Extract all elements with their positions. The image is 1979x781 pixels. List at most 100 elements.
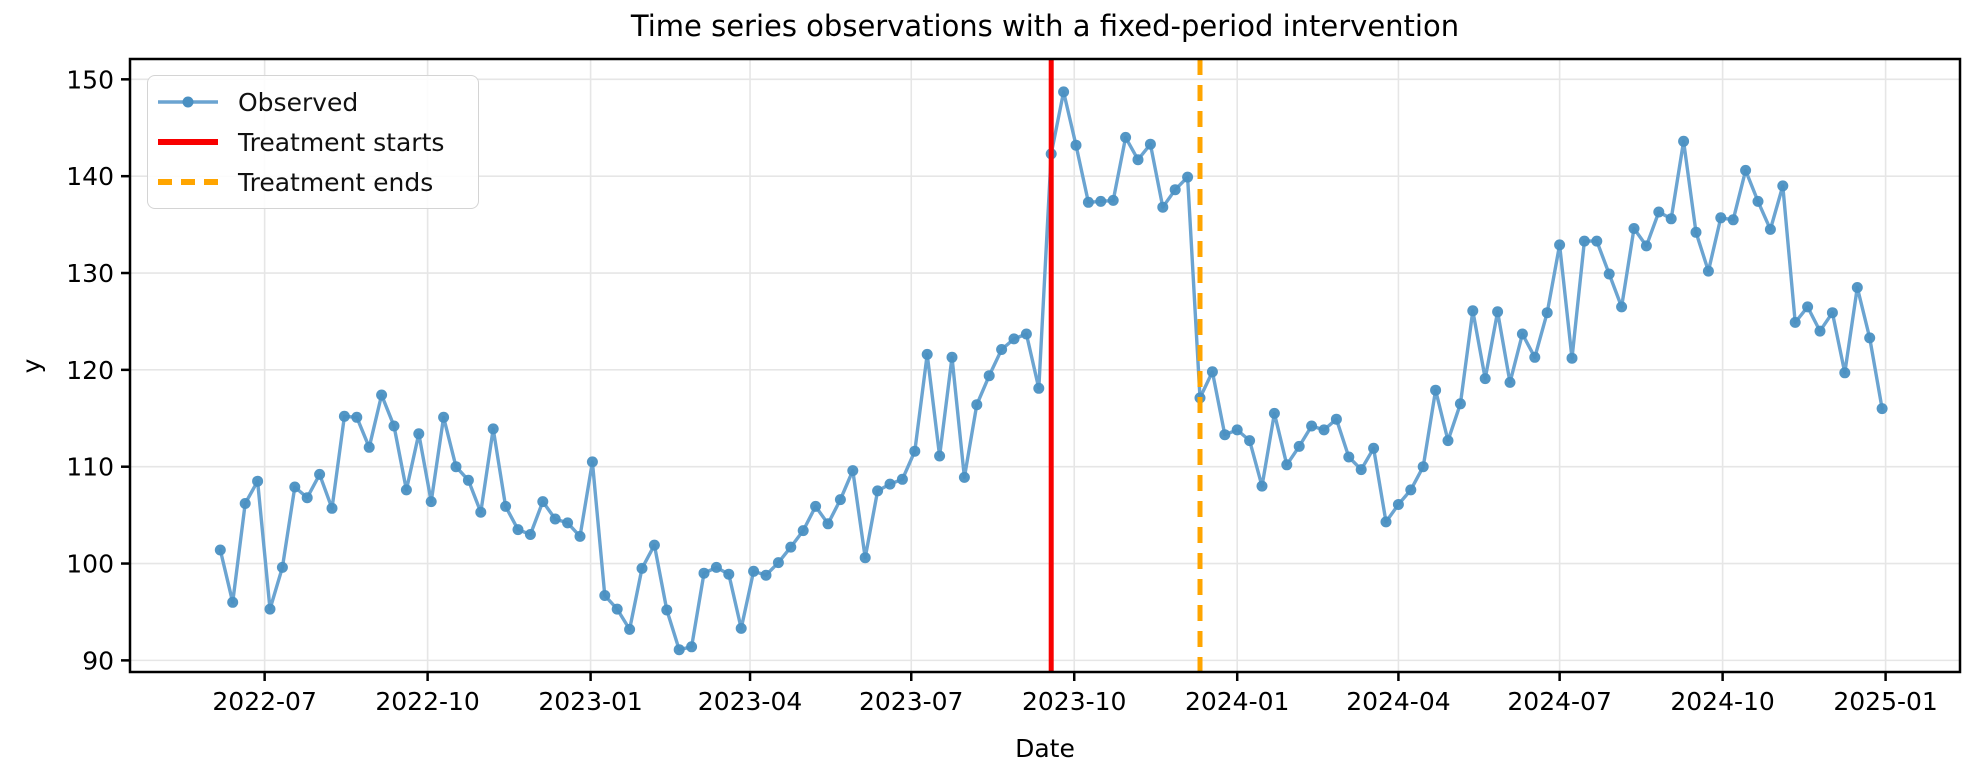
observed-marker [1330,413,1342,425]
legend-item-treatment-ends: Treatment ends [156,163,468,201]
x-tick-label: 2023-01 [538,687,642,716]
observed-marker [710,561,722,573]
observed-marker [301,492,313,504]
observed-marker [810,500,822,512]
axis-ticks: 2022-07 2022-10 2023-01 2023-04 2023-07 2023-… [66,65,1938,716]
observed-marker [673,644,685,656]
observed-marker [1504,376,1516,388]
observed-marker [314,468,326,480]
observed-marker [400,484,412,496]
observed-marker [1516,328,1528,340]
observed-marker [1653,206,1665,218]
observed-marker [1380,516,1392,528]
observed-marker [1206,366,1218,378]
observed-marker [958,471,970,483]
observed-marker [1876,403,1888,415]
x-tick-label: 2022-07 [212,687,316,716]
observed-marker [909,445,921,457]
plot-border [128,57,1962,674]
x-tick-label: 2024-07 [1507,687,1611,716]
legend: Observed Treatment starts Treatment ends [147,75,479,209]
x-tick-label: 2024-01 [1185,687,1289,716]
y-axis-label: y [17,358,46,373]
observed-marker [1231,424,1243,436]
observed-marker [797,525,809,537]
observed-marker [1368,442,1380,454]
observed-marker [574,530,586,542]
observed-marker [1095,195,1107,207]
observed-line-swatch [158,96,218,108]
observed-marker [1107,194,1119,206]
grid-layer [130,59,1960,672]
y-tick-label: 140 [66,162,114,191]
observed-marker [1702,265,1714,277]
observed-marker [785,541,797,553]
observed-marker [1777,180,1789,192]
observed-marker [338,410,350,422]
observed-marker [946,351,958,363]
y-tick-label: 100 [66,550,114,579]
observed-marker [648,539,660,551]
observed-marker [921,348,933,360]
x-tick-label: 2023-04 [698,687,802,716]
observed-marker [1120,131,1132,143]
observed-marker [686,641,698,653]
treatment-starts-line-swatch [158,139,218,145]
observed-marker [1169,184,1181,196]
observed-marker [264,603,276,615]
observed-marker [549,513,561,525]
x-tick-label: 2025-01 [1833,687,1937,716]
observed-marker [772,557,784,569]
observed-marker [1566,352,1578,364]
observed-marker [500,500,512,512]
observed-marker [475,506,487,518]
observed-marker [1529,351,1541,363]
observed-marker [562,517,574,529]
observed-marker [537,496,549,508]
observed-marker [1157,201,1169,213]
observed-marker [636,562,648,574]
x-tick-label: 2024-04 [1346,687,1450,716]
observed-marker [289,481,301,493]
observed-marker [1554,239,1566,251]
observed-series [214,86,1888,656]
observed-marker [450,461,462,473]
observed-marker [524,529,536,540]
observed-marker [363,441,375,453]
observed-marker [760,569,772,581]
observed-marker [388,420,400,432]
legend-label-treatment-starts: Treatment starts [238,127,445,157]
observed-marker [1578,235,1590,247]
observed-marker [227,596,239,608]
observed-marker [1690,226,1702,238]
x-tick-label: 2024-10 [1670,687,1774,716]
observed-marker [1715,212,1727,224]
observed-marker [1640,240,1652,252]
observed-marker [983,370,995,382]
observed-marker [1268,407,1280,419]
observed-marker [996,344,1008,355]
observed-marker [1144,138,1156,150]
x-axis-label: Date [1015,734,1075,763]
legend-label-treatment-ends: Treatment ends [238,167,434,197]
observed-marker [834,494,846,506]
observed-marker [748,565,760,577]
observed-marker [1070,139,1082,151]
chart-title: Time series observations with a fixed-pe… [630,9,1459,43]
observed-marker [1814,325,1826,337]
legend-item-observed: Observed [156,83,468,121]
observed-marker [1430,384,1442,396]
observed-marker [214,544,226,556]
y-tick-label: 130 [66,259,114,288]
observed-marker [723,568,735,580]
observed-marker [1839,367,1851,379]
observed-marker [884,478,896,490]
observed-marker [1454,398,1466,410]
observed-marker [1442,435,1454,447]
observed-marker [859,552,871,564]
intervention-lines [1048,59,1203,672]
observed-marker [611,603,623,615]
observed-marker [624,623,636,635]
observed-marker [735,622,747,634]
x-tick-label: 2023-10 [1022,687,1126,716]
